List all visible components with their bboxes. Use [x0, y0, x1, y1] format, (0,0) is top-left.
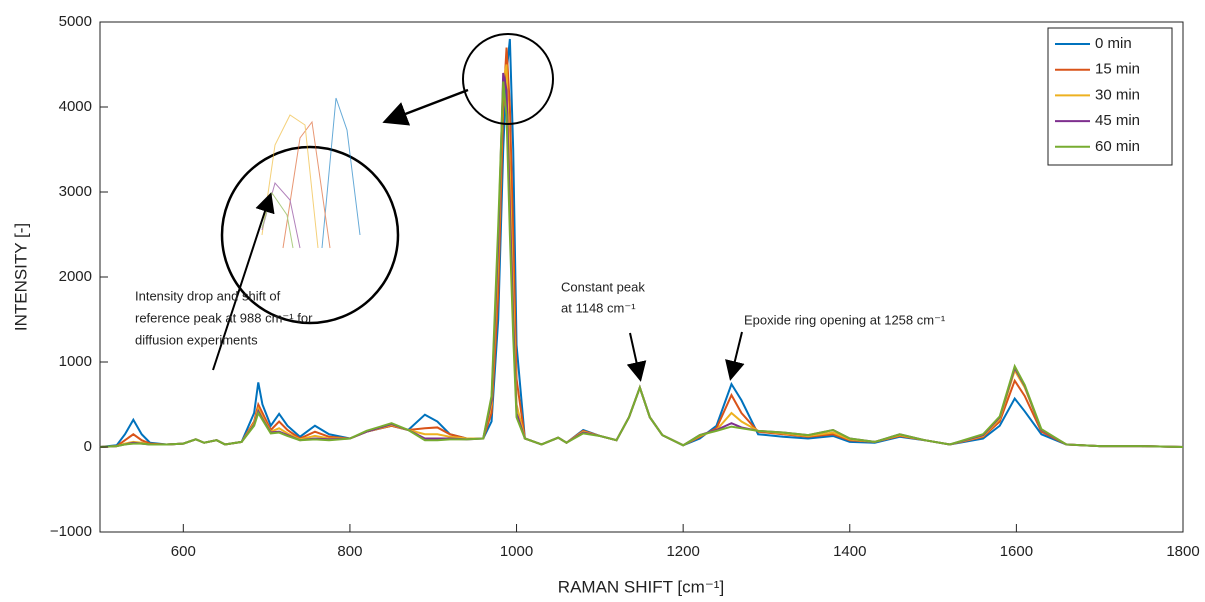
y-tick-label: 1000: [59, 353, 92, 370]
annotation: Constant peak: [561, 279, 645, 294]
y-tick-label: −1000: [50, 523, 92, 540]
x-tick-label: 1800: [1166, 543, 1199, 560]
legend-label: 0 min: [1095, 35, 1132, 52]
plot: [99, 38, 1184, 448]
x-tick-label: 1600: [1000, 543, 1033, 560]
zoom-source: [462, 33, 554, 125]
x-tick-label: 1000: [500, 543, 533, 560]
zoom-inset: [220, 145, 400, 325]
annotation: Intensity drop and shift of: [135, 288, 281, 303]
y-tick-label: 5000: [59, 13, 92, 30]
x-tick-label: 600: [171, 543, 196, 560]
y-tick-label: 3000: [59, 183, 92, 200]
annotation: at 1148 cm⁻¹: [561, 300, 636, 315]
annotation: reference peak at 988 cm⁻¹ for: [135, 310, 313, 325]
annotation: diffusion experiments: [135, 332, 258, 347]
x-axis-label: RAMAN SHIFT [cm⁻¹]: [558, 577, 724, 596]
zoom-arrow: [382, 88, 469, 126]
y-tick-label: 2000: [59, 268, 92, 285]
x-tick-label: 1400: [833, 543, 866, 560]
legend: [1047, 27, 1173, 166]
y-tick-label: 4000: [59, 98, 92, 115]
annotation-arrow: [626, 332, 647, 382]
legend-label: 60 min: [1095, 138, 1140, 155]
legend-label: 45 min: [1095, 112, 1140, 129]
y-tick-label: 0: [84, 438, 92, 455]
legend-label: 15 min: [1095, 61, 1140, 78]
annotation: Epoxide ring opening at 1258 cm⁻¹: [744, 312, 946, 327]
x-tick-label: 800: [337, 543, 362, 560]
x-tick-label: 1200: [666, 543, 699, 560]
annotation-arrow: [725, 331, 745, 381]
legend-label: 30 min: [1095, 86, 1140, 103]
y-axis-label: INTENSITY [-]: [11, 223, 30, 331]
annotation-arrow: [212, 192, 275, 371]
series-line: [99, 81, 1184, 448]
zoom-lines: [261, 97, 361, 249]
